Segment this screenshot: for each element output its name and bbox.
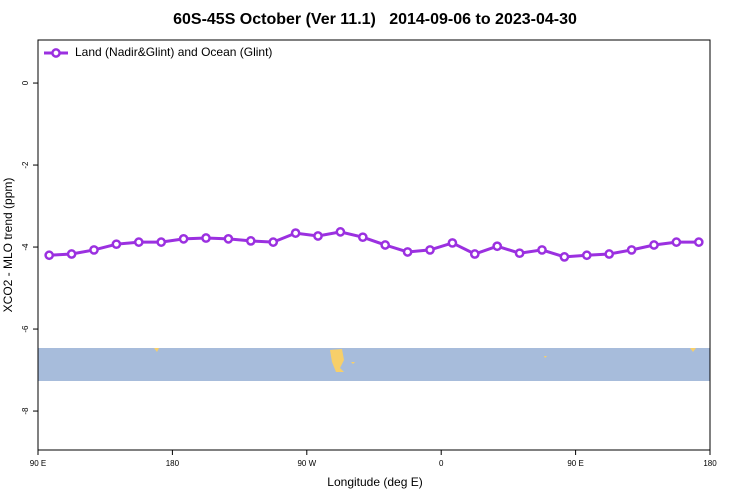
data-point — [380, 240, 391, 250]
data-point — [357, 232, 368, 243]
data-point — [492, 241, 503, 252]
data-point — [335, 227, 346, 237]
data-point — [201, 233, 211, 243]
y-tick-label: -6 — [21, 325, 30, 333]
y-tick-label: 0 — [21, 80, 30, 85]
data-point — [313, 231, 323, 241]
data-point — [581, 250, 592, 261]
data-point — [290, 228, 301, 238]
series-line — [49, 230, 699, 259]
x-tick-label: 0 — [439, 459, 444, 468]
y-axis-label: XCO2 - MLO trend (ppm) — [1, 178, 15, 313]
data-point — [671, 237, 682, 247]
data-point — [133, 237, 144, 247]
data-point — [469, 249, 480, 259]
data-point — [447, 238, 458, 248]
data-point — [245, 236, 256, 246]
x-tick-label: 180 — [703, 459, 717, 468]
data-point — [402, 247, 413, 257]
legend-label: Land (Nadir&Glint) and Ocean (Glint) — [75, 45, 272, 59]
data-point — [514, 248, 525, 259]
y-tick-label: -8 — [21, 407, 30, 415]
data-point — [268, 237, 279, 247]
data-point — [89, 245, 99, 255]
legend-marker — [51, 48, 61, 58]
y-tick-label: -2 — [21, 161, 30, 169]
x-tick-label: 90 E — [567, 459, 583, 468]
land-patch — [330, 349, 344, 372]
x-tick-label: 90 E — [30, 459, 46, 468]
data-point — [604, 249, 615, 259]
x-tick-label: 90 W — [297, 459, 316, 468]
plot-frame — [37, 39, 711, 451]
map-band — [38, 348, 710, 381]
data-point — [425, 245, 435, 255]
data-point — [559, 252, 570, 262]
data-point — [178, 234, 189, 244]
data-point — [156, 237, 167, 247]
data-point — [626, 245, 637, 255]
x-axis-label: Longitude (deg E) — [327, 475, 422, 489]
data-point — [44, 250, 55, 261]
chart-title: 60S-45S October (Ver 11.1) 2014-09-06 to… — [173, 11, 577, 28]
y-tick-label: -4 — [21, 243, 30, 251]
data-point — [66, 249, 77, 259]
data-point — [649, 240, 659, 250]
data-point — [693, 237, 704, 247]
x-tick-label: 180 — [166, 459, 180, 468]
data-point — [537, 245, 547, 255]
data-point — [223, 234, 234, 244]
data-point — [111, 239, 122, 250]
ocean-band — [38, 348, 710, 381]
